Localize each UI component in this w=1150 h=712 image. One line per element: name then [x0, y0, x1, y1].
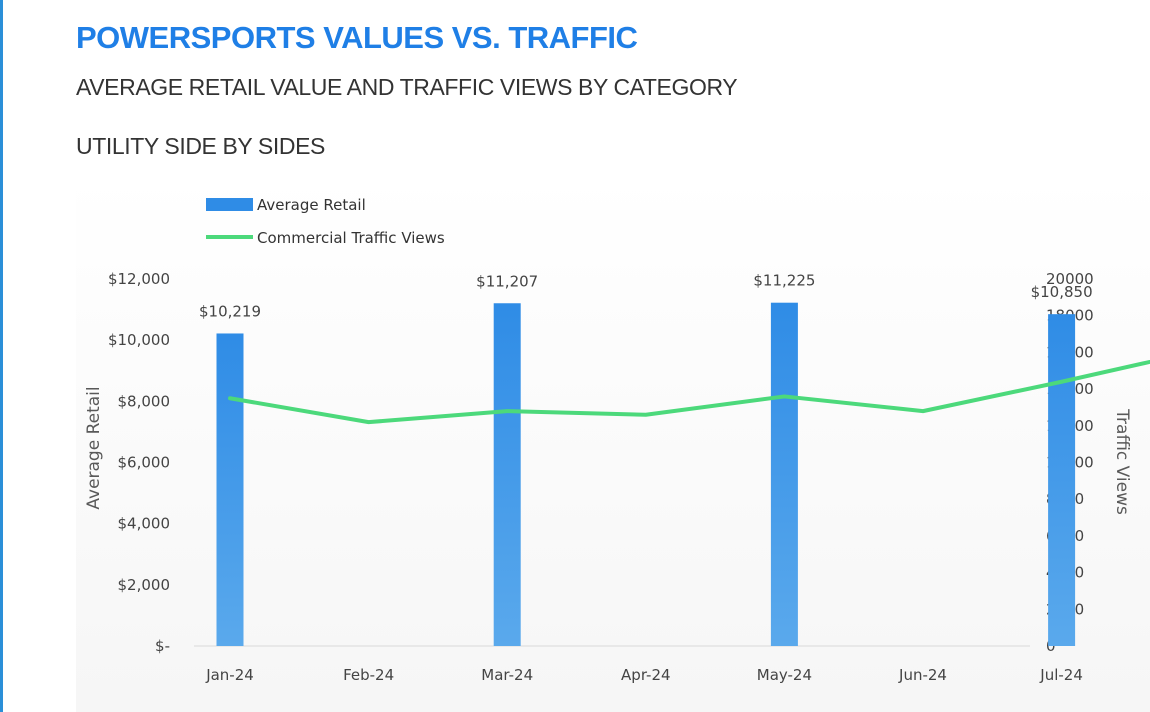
legend-label-traffic: Commercial Traffic Views	[257, 229, 445, 247]
x-tick-label: Feb-24	[343, 666, 394, 684]
bar-mar-24	[493, 303, 521, 646]
line-series	[228, 359, 1150, 425]
left-axis-title: Average Retail	[84, 386, 104, 509]
bar-data-label: $11,207	[476, 272, 538, 290]
bar-data-label: $10,219	[199, 302, 261, 320]
left-tick-label: $12,000	[108, 270, 170, 288]
left-tick-label: $10,000	[108, 331, 170, 349]
page-title: POWERSPORTS VALUES VS. TRAFFIC	[76, 20, 638, 55]
left-tick-label: $-	[155, 637, 170, 655]
x-tick-label: Apr-24	[621, 666, 671, 684]
x-tick-label: Mar-24	[481, 666, 533, 684]
left-tick-label: $2,000	[118, 576, 171, 594]
bar-jan-24	[216, 333, 244, 646]
right-tick-label: 20000	[1046, 270, 1094, 288]
left-tick-label: $4,000	[118, 515, 171, 533]
page-subtitle: AVERAGE RETAIL VALUE AND TRAFFIC VIEWS B…	[76, 74, 738, 100]
x-tick-label: Jul-24	[1039, 666, 1083, 684]
bar-may-24	[770, 302, 798, 646]
x-tick-label: Jun-24	[898, 666, 947, 684]
x-tick-label: May-24	[757, 666, 812, 684]
x-tick-label: Jan-24	[205, 666, 254, 684]
legend-label-average-retail: Average Retail	[257, 196, 366, 214]
left-tick-label: $8,000	[118, 392, 171, 410]
line-commercial-traffic-views	[228, 359, 1150, 425]
bar-data-labels: $10,219$11,207$11,225$10,850$10,463$10,1…	[199, 272, 1093, 321]
category-heading: UTILITY SIDE BY SIDES	[76, 133, 325, 159]
chart-panel	[76, 174, 1150, 712]
chart-legend: Average Retail Commercial Traffic Views	[206, 196, 445, 247]
x-tick-labels: Jan-24 Feb-24 Mar-24 Apr-24 May-24 Jun-24 Jul-…	[205, 666, 1083, 684]
bar-series	[216, 302, 1076, 646]
left-tick-label: $6,000	[118, 454, 171, 472]
bar-jul-24	[1048, 314, 1076, 646]
right-axis-title: Traffic Views	[1112, 408, 1132, 515]
legend-swatch-average-retail	[206, 198, 253, 211]
bar-data-label: $11,225	[753, 272, 815, 290]
left-accent-rule	[0, 0, 3, 712]
left-axis: $- $2,000 $4,000 $6,000 $8,000 $10,000 $12,000…	[84, 270, 170, 655]
bar-data-label: $10,850	[1031, 283, 1093, 301]
